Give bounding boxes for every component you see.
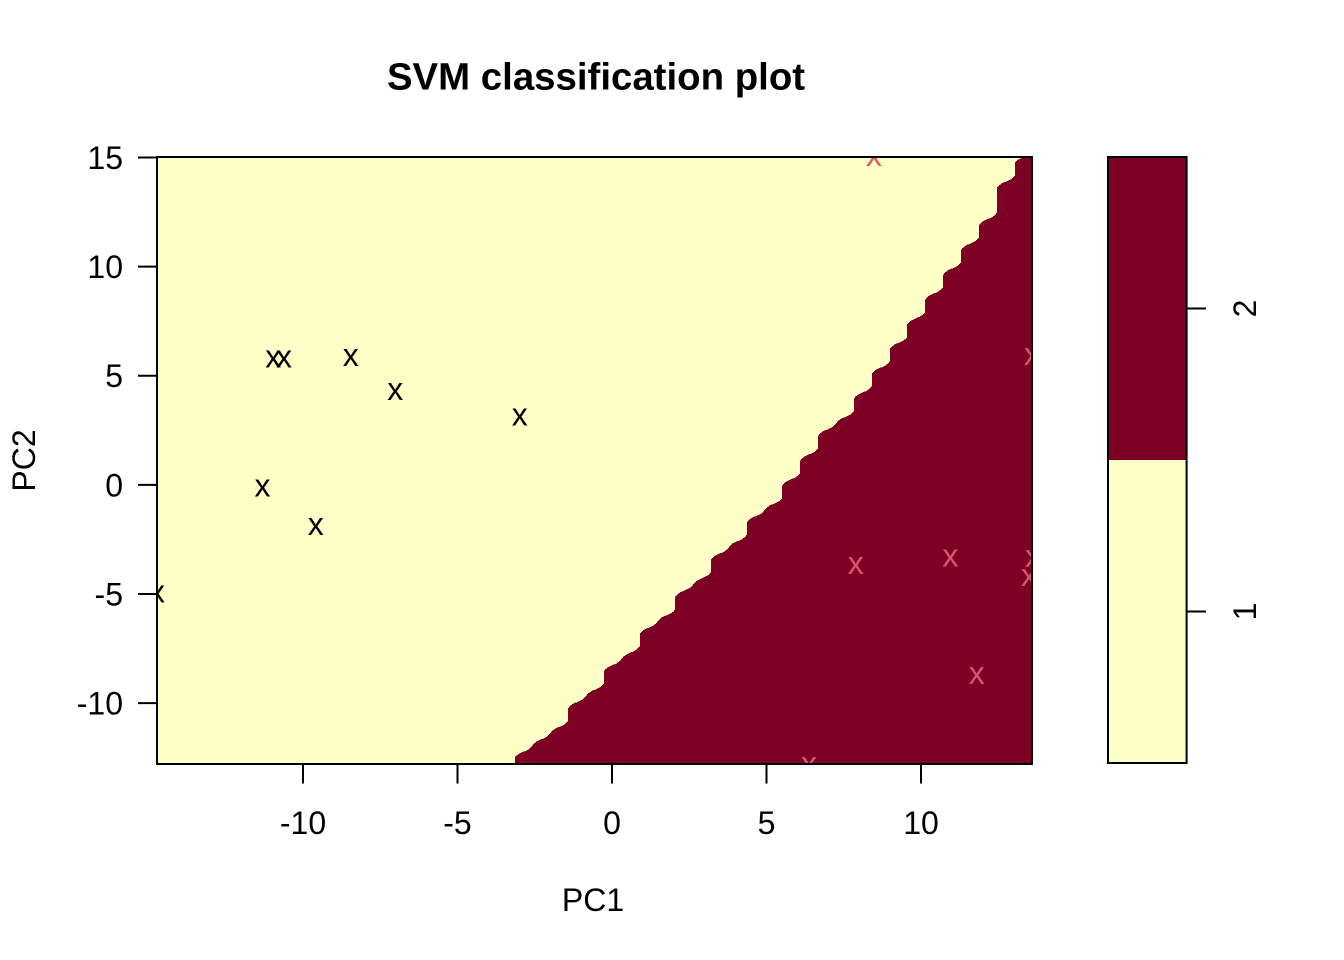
svg-text:PC1: PC1 bbox=[562, 882, 624, 918]
svg-text:-10: -10 bbox=[77, 686, 123, 722]
svg-text:x: x bbox=[942, 538, 958, 574]
svg-text:5: 5 bbox=[105, 358, 123, 394]
svg-text:1: 1 bbox=[1227, 603, 1263, 621]
svg-text:x: x bbox=[801, 745, 817, 781]
svg-text:x: x bbox=[512, 397, 528, 433]
svg-text:x: x bbox=[149, 573, 165, 609]
svg-text:10: 10 bbox=[903, 805, 939, 841]
svg-text:x: x bbox=[1021, 557, 1037, 593]
svg-text:0: 0 bbox=[603, 805, 621, 841]
svg-text:x: x bbox=[387, 371, 403, 407]
svg-text:x: x bbox=[969, 655, 985, 691]
svg-text:SVM classification plot: SVM classification plot bbox=[387, 56, 805, 99]
svg-text:x: x bbox=[255, 468, 271, 504]
svg-text:-5: -5 bbox=[95, 577, 123, 613]
svg-text:PC2: PC2 bbox=[6, 429, 42, 491]
svg-text:x: x bbox=[848, 545, 864, 581]
svg-text:10: 10 bbox=[87, 249, 123, 285]
svg-text:x: x bbox=[1024, 336, 1040, 372]
svg-text:2: 2 bbox=[1227, 300, 1263, 318]
svg-text:x: x bbox=[276, 338, 292, 374]
svg-text:15: 15 bbox=[87, 140, 123, 176]
svg-text:-5: -5 bbox=[443, 805, 471, 841]
svg-text:x: x bbox=[1025, 538, 1041, 574]
svg-text:x: x bbox=[866, 137, 882, 173]
svg-text:-10: -10 bbox=[280, 805, 326, 841]
svg-text:x: x bbox=[308, 506, 324, 542]
svg-text:0: 0 bbox=[105, 467, 123, 503]
svg-text:5: 5 bbox=[758, 805, 776, 841]
svg-text:x: x bbox=[265, 338, 281, 374]
svg-text:x: x bbox=[343, 337, 359, 373]
